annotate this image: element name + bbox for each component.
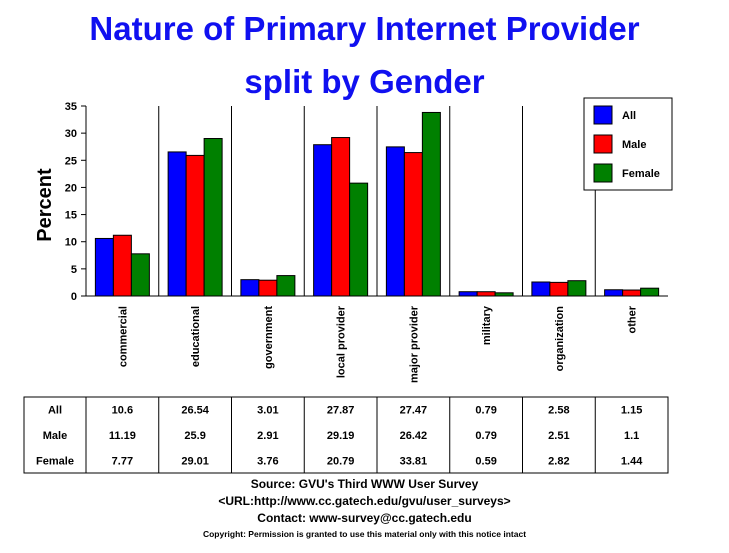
data-table-cell: 2.91: [257, 430, 278, 442]
source-url: <URL:http://www.cc.gatech.edu/gvu/user_s…: [218, 494, 511, 508]
data-table-cell: 11.19: [109, 430, 136, 442]
y-tick-label: 30: [65, 128, 77, 140]
data-table-cell: 7.77: [112, 455, 133, 467]
bar-all: [167, 151, 187, 297]
source-note: Source: GVU's Third WWW User Survey: [250, 477, 479, 491]
legend-swatch: [593, 134, 613, 154]
bar-male: [185, 154, 205, 297]
bar-female: [421, 111, 441, 297]
data-table-cell: 3.01: [257, 405, 278, 417]
bar-all: [604, 289, 624, 297]
data-table-border: [23, 396, 669, 474]
y-tick-label: 35: [65, 101, 77, 113]
x-tick-label: other: [627, 305, 639, 333]
y-tick-label: 5: [71, 264, 77, 276]
y-tick-label: 25: [65, 155, 77, 167]
data-table-row-header: Male: [43, 430, 67, 442]
bar-male: [403, 152, 423, 297]
copyright-note: Copyright: Permission is granted to use …: [202, 529, 527, 539]
data-table-cell: 2.82: [548, 455, 569, 467]
chart-subtitle: split by Gender: [244, 63, 485, 100]
legend-label: Female: [622, 168, 660, 180]
data-table-cell: 2.58: [548, 405, 569, 417]
bar-male: [622, 289, 642, 297]
legend-label: Male: [622, 139, 646, 151]
data-table-cell: 0.79: [475, 405, 496, 417]
bar-all: [458, 291, 478, 297]
bar-male: [331, 137, 351, 297]
bar-male: [476, 291, 496, 297]
data-table-cell: 0.79: [475, 430, 496, 442]
y-axis-title: Percent: [34, 168, 56, 242]
bar-all: [531, 281, 551, 297]
data-table-cell: 25.9: [184, 430, 205, 442]
x-tick-label: educational: [190, 306, 202, 367]
y-tick-label: 15: [65, 210, 77, 222]
legend-swatch: [593, 105, 613, 125]
data-table-cell: 27.87: [327, 405, 355, 417]
data-table-cell: 1.15: [621, 405, 642, 417]
data-table-cell: 1.1: [624, 430, 639, 442]
x-tick-label: government: [263, 306, 275, 369]
bar-all: [240, 279, 260, 297]
data-table-cell: 26.54: [181, 405, 209, 417]
bar-all: [94, 237, 114, 297]
legend-label: All: [622, 110, 636, 122]
legend-swatch: [593, 163, 613, 183]
data-table-cell: 20.79: [327, 455, 355, 467]
bar-female: [494, 292, 514, 297]
bar-all: [313, 144, 333, 297]
y-tick-label: 20: [65, 182, 77, 194]
bar-male: [112, 234, 132, 297]
data-table-cell: 27.47: [400, 405, 428, 417]
y-tick-label: 10: [65, 237, 77, 249]
data-table-cell: 29.01: [181, 455, 209, 467]
data-table-cell: 10.6: [112, 405, 133, 417]
bar-female: [130, 253, 150, 297]
y-tick-label: 0: [71, 291, 77, 303]
bar-all: [385, 146, 405, 297]
x-tick-label: military: [481, 305, 493, 345]
x-tick-label: local provider: [336, 305, 348, 378]
data-table-cell: 2.51: [548, 430, 569, 442]
bar-female: [640, 287, 660, 297]
bar-female: [276, 275, 296, 297]
data-table-row-header: Female: [36, 455, 74, 467]
x-tick-label: organization: [554, 306, 566, 372]
bar-male: [258, 279, 278, 297]
data-table-cell: 29.19: [327, 430, 355, 442]
data-table-row-header: All: [48, 405, 62, 417]
bar-female: [203, 138, 223, 297]
data-table-cell: 1.44: [621, 455, 643, 467]
x-tick-label: major provider: [408, 305, 420, 383]
data-table-cell: 3.76: [257, 455, 278, 467]
data-table-cell: 0.59: [475, 455, 496, 467]
contact-note: Contact: www-survey@cc.gatech.edu: [257, 511, 472, 525]
x-tick-label: commercial: [117, 306, 129, 367]
data-table-cell: 33.81: [400, 455, 428, 467]
data-table-cell: 26.42: [400, 430, 428, 442]
bar-male: [549, 281, 569, 297]
chart-title: Nature of Primary Internet Provider: [89, 10, 640, 47]
bar-female: [349, 182, 369, 297]
bar-female: [567, 280, 587, 297]
